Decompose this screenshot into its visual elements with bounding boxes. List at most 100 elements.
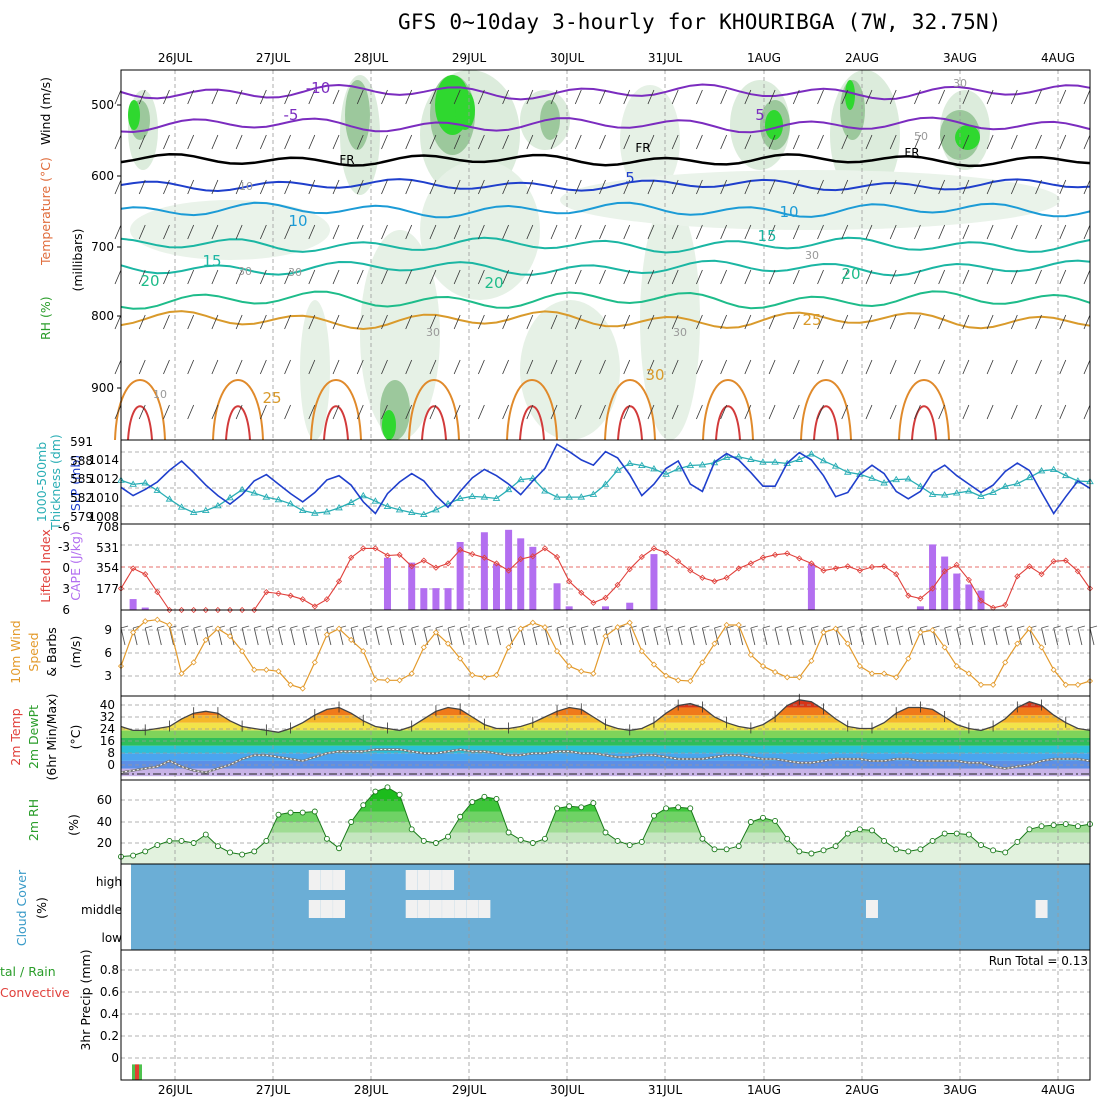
lifted-index-point: [953, 561, 960, 568]
hot-contour: [127, 405, 153, 441]
wind-barb: [865, 89, 873, 105]
cape-bar: [141, 607, 149, 610]
cloud-middle-cell: [454, 900, 467, 918]
rh2m-label: 2m RH: [26, 799, 41, 841]
wind-barb: [114, 134, 122, 150]
wind-barb: [241, 627, 247, 646]
wind-barb: [1035, 179, 1042, 195]
lifted-index-point: [820, 567, 827, 574]
wind-barb: [720, 134, 727, 150]
wind-barb: [574, 359, 582, 375]
wind-speed-point: [723, 621, 730, 629]
wind-barb: [1035, 269, 1042, 285]
wind-barb: [1077, 627, 1083, 646]
lifted-index-tick: -3: [58, 540, 70, 554]
thickness-point: [201, 506, 210, 514]
wind-barb: [817, 359, 824, 375]
wind-barb: [744, 134, 752, 150]
cloud-level-high: high: [96, 875, 122, 889]
wind-barb: [720, 314, 727, 330]
wind-barb: [259, 314, 267, 330]
rh-shade-high: [765, 110, 783, 140]
wind-barb: [938, 269, 946, 285]
wind-barb: [308, 89, 316, 105]
isotherm-label: 25: [802, 311, 821, 329]
wind-barb: [962, 404, 970, 420]
wind-speed-point: [977, 681, 985, 688]
wind-barb: [453, 359, 461, 375]
wind-barb: [744, 359, 752, 375]
cape-bar: [565, 606, 573, 610]
cape-bar: [129, 599, 137, 610]
wind-barb: [496, 627, 501, 646]
wind-barb: [508, 625, 516, 629]
wind10-label-3: & Barbs: [44, 627, 59, 677]
thickness-point: [395, 506, 404, 513]
slp-tick: 1010: [88, 491, 119, 505]
lifted-index-point: [747, 560, 754, 567]
wind-barb: [992, 627, 998, 646]
wind-barb: [865, 224, 873, 240]
wind-barb: [623, 359, 631, 375]
cape-bar: [929, 544, 937, 610]
wind-barb: [623, 314, 631, 330]
rh-point: [1062, 821, 1069, 828]
lifted-index-point: [590, 599, 597, 606]
wind-barb: [696, 359, 703, 375]
lifted-index-point: [711, 578, 718, 585]
precip-unit: 3hr Precip (mm): [78, 949, 93, 1050]
rh-shade: [560, 170, 1060, 230]
wind-barb: [138, 404, 146, 420]
wind-barb: [653, 627, 659, 646]
wind-barb: [574, 134, 582, 150]
rh-band: [121, 801, 1090, 812]
thickness-point: [311, 509, 319, 516]
cloud-middle-cell: [405, 900, 418, 918]
wind-barb: [574, 89, 582, 105]
hot-contour: [617, 405, 643, 441]
pressure-label: (millibars): [70, 228, 85, 291]
wind-speed-point: [844, 640, 851, 647]
wind-barb: [574, 269, 582, 285]
lifted-index-point: [687, 567, 694, 574]
wind-barb: [696, 224, 703, 240]
wind-barb: [720, 359, 727, 375]
wind-barb: [599, 224, 606, 240]
wind-speed-point: [759, 663, 767, 670]
wind-speed-point: [142, 618, 149, 625]
wind-barb: [671, 224, 679, 240]
wind-speed-point: [990, 681, 997, 688]
wind-barb: [363, 625, 371, 629]
cloud-high-cell: [442, 870, 455, 890]
wind-barb: [211, 359, 219, 375]
wind-barb: [356, 179, 364, 195]
wind-barb: [798, 627, 804, 646]
wind-speed-point: [784, 674, 791, 681]
wind-barb: [314, 627, 320, 646]
wind-barb: [1041, 625, 1049, 629]
wind-barb: [478, 89, 485, 105]
lifted-index-point: [784, 550, 791, 557]
lifted-index-point: [735, 565, 742, 572]
rh-shade: [300, 300, 330, 440]
rh-point: [239, 851, 246, 858]
wind-barb: [332, 134, 340, 150]
rh-contour-label: 50: [914, 130, 928, 143]
wind-barb: [266, 625, 274, 629]
lifted-index-point: [420, 557, 427, 564]
wind-barb: [956, 627, 962, 646]
wind-barb: [405, 179, 413, 195]
rh-point: [227, 849, 233, 856]
thickness-point: [189, 508, 198, 516]
wind-speed-point: [432, 629, 439, 636]
wind-barb: [871, 625, 880, 629]
wind-barb: [938, 179, 946, 195]
wind-barb: [284, 179, 291, 195]
thickness-point: [432, 506, 440, 513]
wind-barb: [235, 89, 243, 105]
wind-barb: [599, 179, 606, 195]
thickness-point: [420, 510, 428, 518]
wind-barb: [792, 314, 800, 330]
wind-barb: [768, 269, 776, 285]
wind-barb: [968, 627, 974, 646]
